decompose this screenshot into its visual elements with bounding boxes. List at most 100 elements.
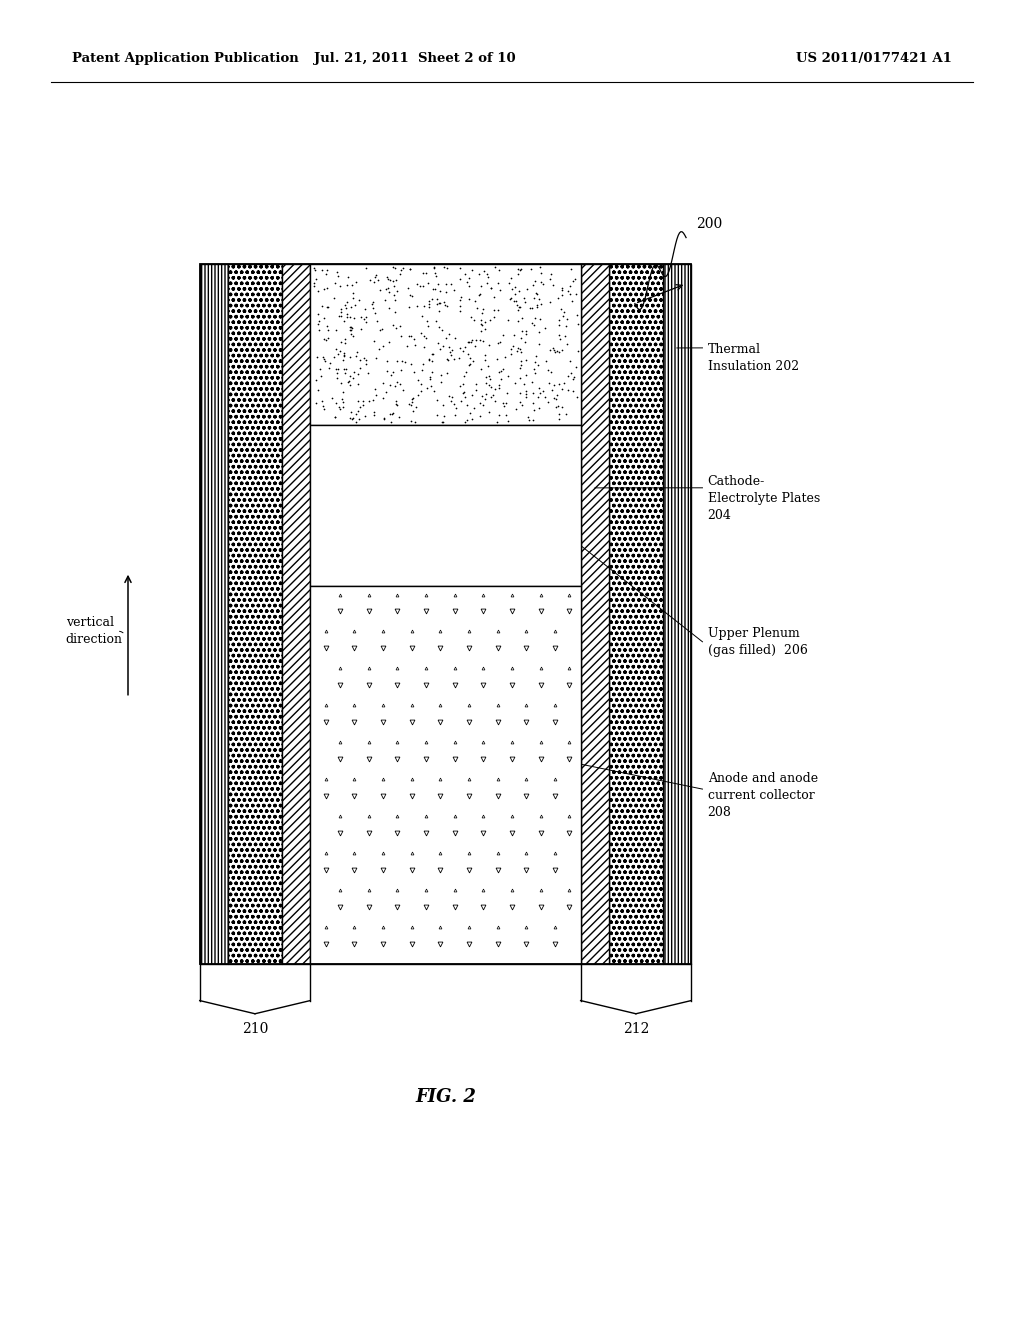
- Point: [437, 327, 454, 348]
- Point: [330, 362, 346, 383]
- Point: [362, 269, 379, 290]
- Point: [418, 327, 434, 348]
- Point: [416, 326, 432, 347]
- Point: [511, 280, 527, 301]
- Point: [368, 264, 384, 285]
- Point: [482, 368, 499, 389]
- Point: [481, 401, 498, 422]
- Point: [313, 296, 330, 317]
- Bar: [282, 264, 310, 964]
- Point: [442, 345, 459, 366]
- Point: [460, 343, 476, 364]
- Point: [511, 260, 527, 281]
- Point: [358, 354, 375, 375]
- Point: [387, 375, 403, 396]
- Point: [407, 334, 423, 355]
- Point: [352, 318, 369, 339]
- Point: [315, 348, 332, 370]
- Point: [379, 351, 395, 372]
- Point: [516, 288, 532, 309]
- Point: [430, 333, 446, 354]
- Point: [413, 380, 429, 401]
- Point: [553, 396, 569, 417]
- Point: [512, 296, 528, 317]
- Point: [563, 363, 580, 384]
- Point: [384, 271, 400, 292]
- Point: [468, 380, 484, 401]
- Point: [398, 335, 415, 356]
- Point: [531, 333, 548, 354]
- Point: [443, 387, 460, 408]
- Point: [409, 296, 425, 317]
- Point: [462, 403, 478, 424]
- Bar: [310, 264, 581, 425]
- Point: [368, 267, 384, 288]
- Point: [452, 376, 468, 397]
- Point: [439, 350, 456, 371]
- Point: [412, 276, 428, 297]
- Point: [461, 276, 477, 297]
- Point: [538, 317, 554, 338]
- Point: [424, 362, 440, 383]
- Point: [452, 269, 468, 290]
- Point: [526, 308, 543, 329]
- Point: [506, 290, 522, 312]
- Point: [434, 412, 451, 433]
- Point: [343, 401, 359, 422]
- Point: [537, 385, 553, 407]
- Point: [557, 404, 573, 425]
- Point: [528, 284, 545, 305]
- Point: [352, 397, 369, 418]
- Point: [512, 383, 528, 404]
- Point: [382, 404, 398, 425]
- Point: [341, 317, 357, 338]
- Point: [408, 411, 424, 432]
- Point: [421, 290, 437, 312]
- Point: [513, 350, 529, 371]
- Point: [312, 366, 329, 387]
- Point: [517, 384, 534, 405]
- Point: [553, 339, 569, 360]
- Point: [388, 393, 404, 414]
- Point: [404, 388, 421, 409]
- Point: [358, 306, 375, 327]
- Point: [513, 259, 529, 280]
- Point: [512, 342, 528, 363]
- Point: [479, 264, 496, 285]
- Point: [310, 319, 327, 341]
- Point: [545, 275, 561, 296]
- Point: [429, 389, 445, 411]
- Point: [451, 348, 467, 370]
- Point: [510, 300, 526, 321]
- Point: [543, 362, 559, 383]
- Point: [341, 366, 357, 387]
- Point: [373, 319, 389, 341]
- Point: [551, 404, 567, 425]
- Point: [383, 364, 399, 385]
- Point: [348, 411, 365, 432]
- Point: [486, 379, 503, 400]
- Point: [332, 399, 348, 420]
- Point: [517, 331, 534, 352]
- Point: [527, 282, 544, 304]
- Point: [560, 366, 577, 387]
- Point: [421, 297, 437, 318]
- Point: [403, 285, 420, 306]
- Point: [527, 362, 544, 383]
- Point: [366, 272, 382, 293]
- Point: [415, 276, 431, 297]
- Point: [319, 327, 336, 348]
- Point: [489, 272, 506, 293]
- Point: [345, 325, 361, 346]
- Point: [336, 359, 352, 380]
- Point: [471, 285, 487, 306]
- Point: [425, 279, 441, 300]
- Point: [333, 372, 349, 393]
- Point: [525, 286, 542, 308]
- Point: [309, 380, 326, 401]
- Point: [528, 294, 545, 315]
- Point: [306, 276, 323, 297]
- Point: [457, 381, 473, 403]
- Point: [386, 276, 402, 297]
- Point: [356, 347, 373, 368]
